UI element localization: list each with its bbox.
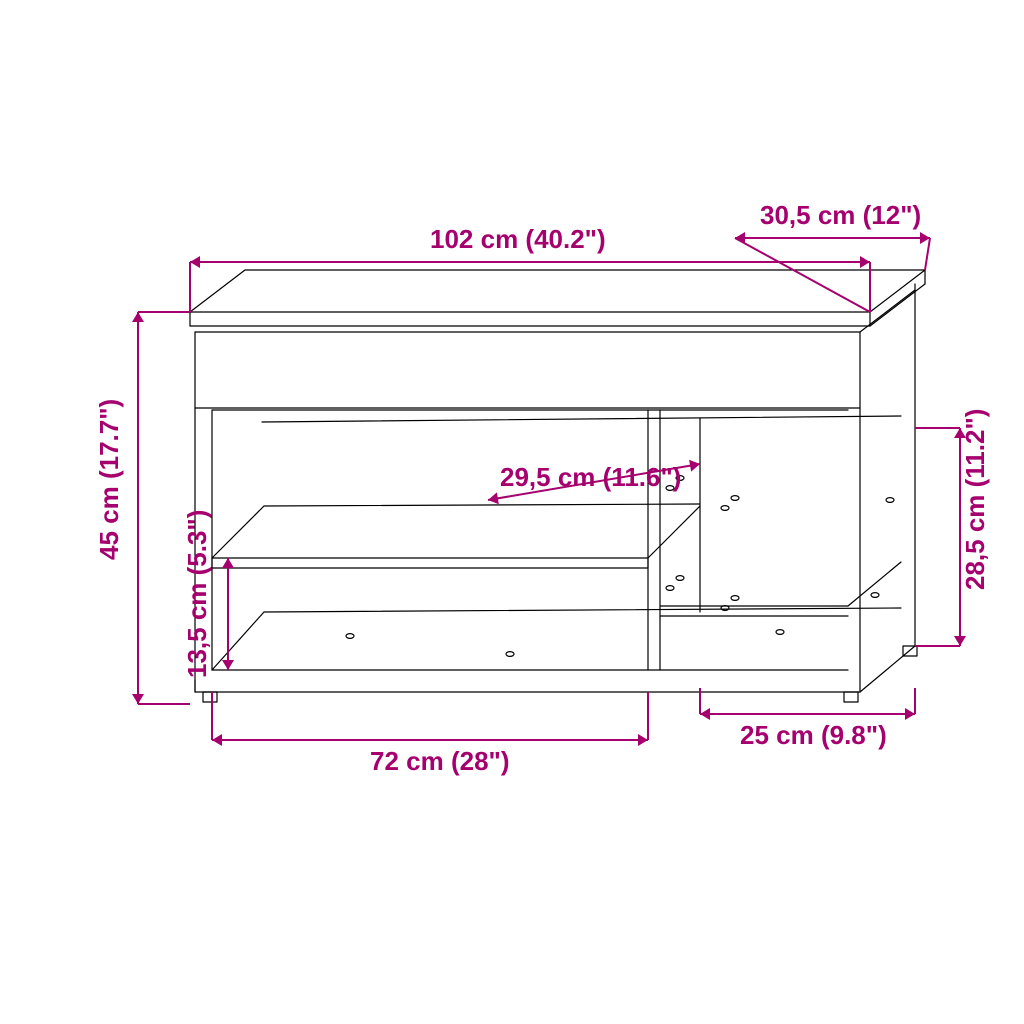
dim-label-right_w: 25 cm (9.8")	[740, 720, 887, 750]
dim-label-inner_h: 28,5 cm (11.2")	[960, 409, 990, 590]
dim-label-height: 45 cm (17.7")	[94, 399, 124, 560]
dim-label-shelf_h: 13,5 cm (5.3")	[182, 510, 212, 678]
dim-label-width: 102 cm (40.2")	[430, 224, 606, 254]
dim-label-depth: 30,5 cm (12")	[760, 200, 921, 230]
dim-label-inner_depth: 29,5 cm (11.6")	[500, 462, 681, 492]
dim-label-left_w: 72 cm (28")	[370, 746, 510, 776]
